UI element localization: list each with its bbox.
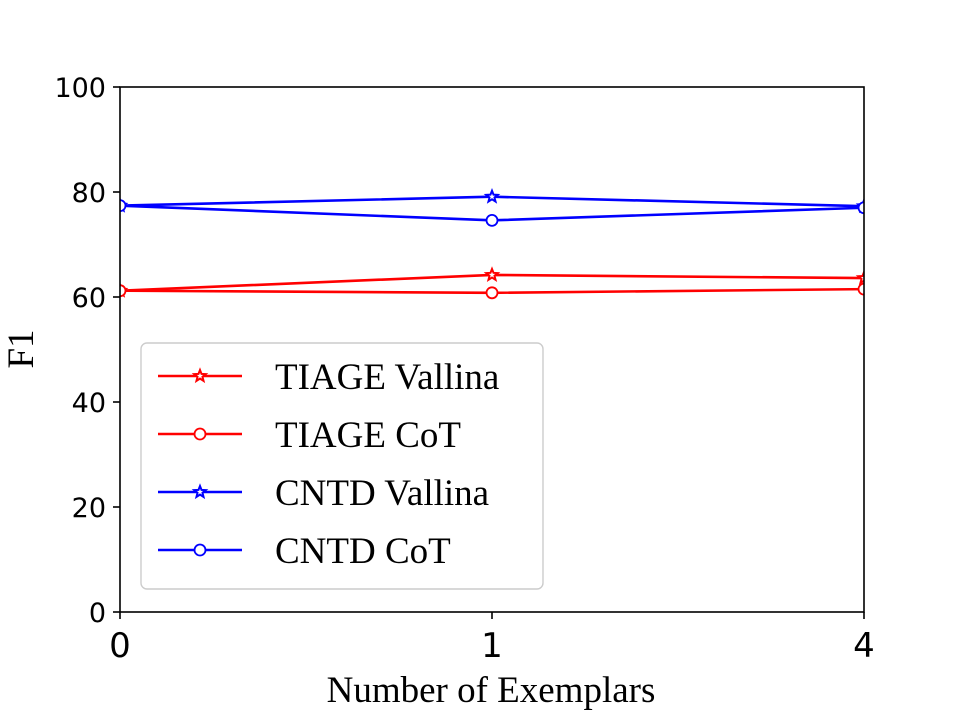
legend-marker — [191, 367, 209, 384]
legend-item: CNTD Vallina — [158, 473, 489, 514]
x-tick-label: 4 — [853, 626, 875, 666]
data-point — [485, 286, 499, 300]
legend-marker — [193, 427, 207, 441]
y-tick-label: 100 — [54, 73, 106, 104]
y-tick-label: 40 — [72, 388, 106, 419]
legend-item: CNTD CoT — [158, 531, 451, 572]
data-point — [120, 199, 127, 213]
data-point — [857, 282, 864, 296]
series-cntd-vallina — [120, 187, 864, 214]
legend: TIAGE Vallina TIAGE CoT CNTD Vallina CNTD C… — [140, 342, 544, 590]
axes: 0 20 40 60 80 100 0 1 4 — [54, 73, 874, 666]
y-tick-label: 20 — [72, 493, 106, 524]
data-point — [485, 213, 499, 227]
legend-marker — [193, 543, 207, 557]
legend-label: CNTD Vallina — [275, 473, 489, 514]
data-point — [483, 187, 501, 204]
legend-label: CNTD CoT — [275, 531, 451, 572]
y-tick-label: 0 — [89, 598, 106, 629]
data-point — [855, 269, 864, 286]
x-tick-label: 1 — [481, 626, 503, 666]
y-tick-label: 80 — [72, 178, 106, 209]
legend-label: TIAGE Vallina — [275, 357, 499, 398]
legend-box — [140, 342, 544, 590]
legend-marker — [191, 483, 209, 500]
legend-label: TIAGE CoT — [275, 415, 461, 456]
data-point — [857, 201, 864, 215]
plot-area — [120, 187, 864, 300]
x-axis-label: Number of Exemplars — [327, 670, 656, 711]
y-axis-label: F1 — [1, 329, 42, 368]
y-tick-label: 60 — [72, 283, 106, 314]
legend-item: TIAGE CoT — [158, 415, 461, 456]
data-point — [483, 266, 501, 283]
series-cntd-cot — [120, 199, 864, 227]
x-tick-label: 0 — [109, 626, 131, 666]
legend-item: TIAGE Vallina — [158, 357, 499, 398]
series-tiage-cot — [120, 282, 864, 300]
data-point — [120, 284, 127, 298]
